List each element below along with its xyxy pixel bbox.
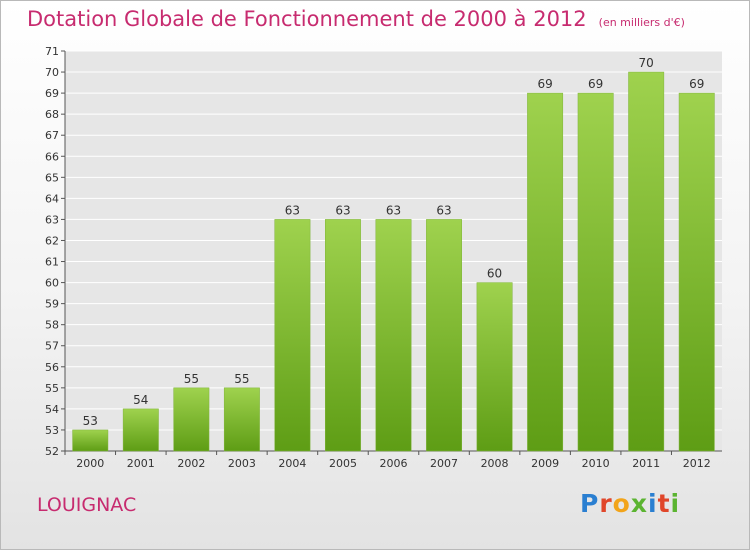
- bar-value-label: 60: [487, 267, 502, 281]
- y-tick-label: 67: [45, 129, 59, 142]
- y-tick-label: 71: [45, 45, 59, 58]
- x-tick-label: 2012: [683, 457, 711, 470]
- bar-value-label: 70: [639, 56, 654, 70]
- y-tick-label: 70: [45, 66, 59, 79]
- bar-value-label: 63: [335, 203, 350, 217]
- bar: [577, 92, 614, 452]
- bar: [72, 429, 109, 452]
- bar: [426, 219, 462, 452]
- bar-value-label: 69: [588, 77, 603, 91]
- y-tick-label: 53: [45, 424, 59, 437]
- x-tick-label: 2011: [632, 457, 660, 470]
- x-tick-label: 2001: [127, 457, 155, 470]
- bar-value-label: 55: [234, 372, 249, 386]
- y-tick-label: 60: [45, 277, 59, 290]
- bar: [223, 387, 260, 452]
- x-tick-label: 2002: [177, 457, 205, 470]
- bar-value-label: 69: [689, 77, 704, 91]
- x-tick-label: 2009: [531, 457, 559, 470]
- y-tick-label: 56: [45, 361, 59, 374]
- x-tick-label: 2004: [278, 457, 306, 470]
- bar: [325, 219, 361, 452]
- chart-subtitle: (en milliers d'€): [598, 16, 685, 29]
- bar-value-label: 53: [83, 414, 98, 428]
- bar-value-label: 63: [436, 203, 451, 217]
- y-tick-label: 65: [45, 171, 59, 184]
- y-tick-label: 57: [45, 340, 59, 353]
- bar-value-label: 69: [537, 77, 552, 91]
- bar: [122, 408, 159, 452]
- y-tick-label: 55: [45, 382, 59, 395]
- bar-value-label: 55: [184, 372, 199, 386]
- y-tick-label: 69: [45, 87, 59, 100]
- commune-name: LOUIGNAC: [37, 494, 137, 516]
- x-tick-label: 2006: [380, 457, 408, 470]
- x-tick-label: 2008: [481, 457, 509, 470]
- bar-value-label: 63: [285, 203, 300, 217]
- chart-title: Dotation Globale de Fonctionnement de 20…: [27, 7, 685, 31]
- x-tick-label: 2010: [582, 457, 610, 470]
- y-tick-label: 61: [45, 256, 59, 269]
- y-tick-label: 54: [45, 403, 59, 416]
- y-tick-label: 66: [45, 150, 59, 163]
- bar: [678, 92, 715, 452]
- y-tick-label: 59: [45, 298, 59, 311]
- bar: [274, 219, 311, 452]
- x-tick-label: 2007: [430, 457, 458, 470]
- bar-value-label: 54: [133, 393, 148, 407]
- x-tick-label: 2000: [76, 457, 104, 470]
- y-tick-label: 64: [45, 192, 59, 205]
- bar: [628, 71, 665, 452]
- x-tick-label: 2005: [329, 457, 357, 470]
- bar-value-label: 63: [386, 203, 401, 217]
- y-tick-label: 63: [45, 213, 59, 226]
- y-tick-label: 58: [45, 319, 59, 332]
- bar: [173, 387, 210, 452]
- y-tick-label: 62: [45, 234, 59, 247]
- bar: [527, 92, 564, 452]
- bar: [375, 219, 412, 452]
- y-tick-label: 52: [45, 445, 59, 458]
- proxiti-logo-icon: Proxiti: [580, 489, 681, 518]
- x-tick-label: 2003: [228, 457, 256, 470]
- bar: [476, 282, 513, 452]
- y-tick-label: 68: [45, 108, 59, 121]
